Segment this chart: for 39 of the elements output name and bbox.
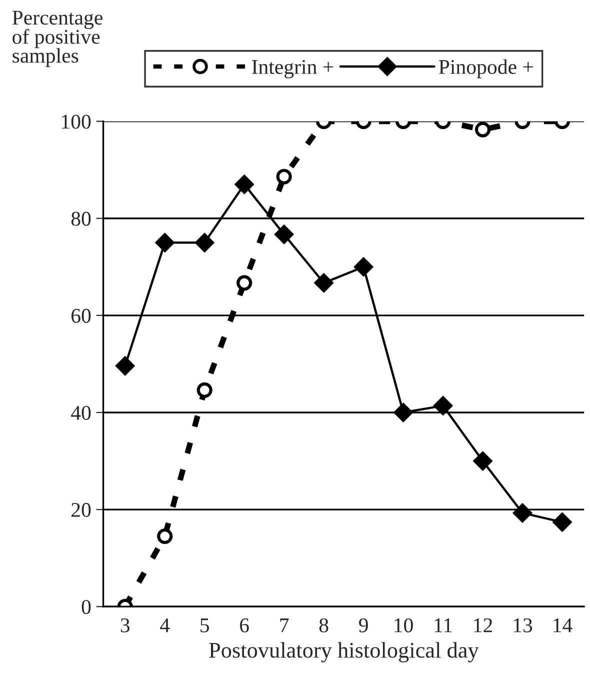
x-tick-label: 8 [319, 618, 328, 632]
x-tick-label: 13 [514, 618, 532, 632]
y-tick-label: 40 [71, 406, 91, 420]
point [513, 504, 532, 522]
point [274, 225, 294, 244]
point [394, 403, 413, 422]
x-tick-label: 12 [474, 618, 492, 632]
point [314, 274, 334, 292]
point [552, 512, 572, 532]
y-axis-title: Percentage of positive samples [12, 10, 102, 67]
point [473, 452, 492, 470]
point [116, 356, 134, 376]
x-tick-label: 4 [160, 618, 170, 632]
y-tick-label: 0 [82, 600, 91, 614]
x-tick-label: 3 [120, 618, 130, 632]
point [354, 258, 373, 276]
point [195, 233, 214, 252]
x-axis-title: Postovulatory histological day [209, 642, 479, 662]
x-tick-label: 9 [359, 618, 368, 632]
y-tick-label: 100 [62, 114, 91, 129]
point [155, 233, 174, 252]
x-tick-label: 11 [434, 618, 452, 632]
x-tick-label: 5 [200, 618, 209, 632]
y-tick-label: 60 [72, 308, 91, 323]
x-tick-label: 10 [394, 618, 413, 632]
point [474, 122, 491, 138]
point [236, 275, 252, 291]
point [157, 528, 173, 544]
point [234, 175, 254, 194]
legend-label: Integrin + [252, 60, 334, 78]
y-tick-label: 20 [72, 502, 91, 517]
x-tick-label: 14 [554, 618, 572, 632]
x-tick-label: 7 [280, 618, 289, 632]
legend-label: Pinopode + [438, 59, 533, 78]
point [434, 396, 452, 416]
x-tick-label: 6 [240, 618, 249, 632]
point [196, 382, 212, 398]
y-tick-label: 80 [71, 212, 91, 226]
point [276, 168, 292, 184]
